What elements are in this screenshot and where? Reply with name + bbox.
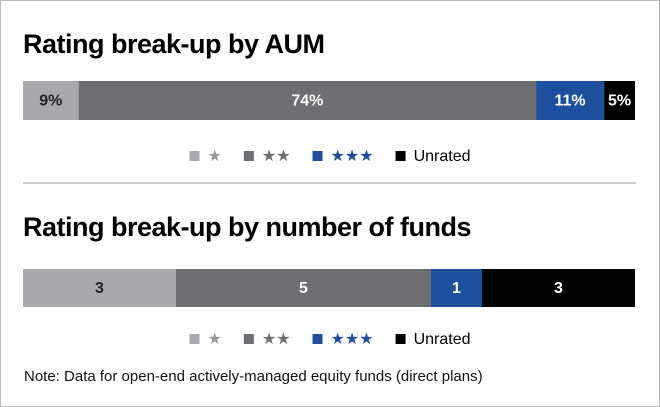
value-label: 3 (95, 280, 104, 297)
bar-segment (176, 269, 431, 307)
bar-segment (23, 81, 79, 120)
legend-swatch (189, 151, 200, 161)
legend-label: ★★★ (331, 331, 374, 348)
bar-segment (482, 269, 635, 307)
legend-swatch (243, 334, 254, 344)
legend-label: ★★★ (331, 148, 374, 165)
bar-segment (536, 81, 605, 120)
legend-label: ★★ (262, 331, 291, 348)
legend-swatch (189, 334, 200, 344)
legend-swatch (312, 151, 323, 161)
legend-label: Unrated (414, 148, 471, 165)
bar-segment (78, 81, 537, 120)
bar-segment (23, 269, 176, 307)
chart-title: Rating break-up by number of funds (23, 212, 471, 242)
value-label: 3 (554, 280, 563, 297)
legend-swatch (395, 151, 406, 161)
value-label: 9% (39, 93, 62, 110)
legend-label: ★★ (262, 148, 291, 165)
bar-segment (431, 269, 482, 307)
note: Note: Data for open-end actively-managed… (24, 368, 483, 385)
bar-segment (604, 81, 635, 120)
chart-title: Rating break-up by AUM (23, 29, 325, 59)
legend-swatch (312, 334, 323, 344)
legend-swatch (243, 151, 254, 161)
value-label: 5% (608, 93, 631, 110)
value-label: 5 (299, 280, 308, 297)
legend-label: ★ (208, 148, 222, 165)
value-label: 74% (291, 93, 323, 110)
legend-label: Unrated (414, 331, 471, 348)
value-label: 11% (555, 93, 586, 110)
legend-swatch (395, 334, 406, 344)
legend-label: ★ (208, 331, 222, 348)
value-label: 1 (452, 280, 461, 297)
